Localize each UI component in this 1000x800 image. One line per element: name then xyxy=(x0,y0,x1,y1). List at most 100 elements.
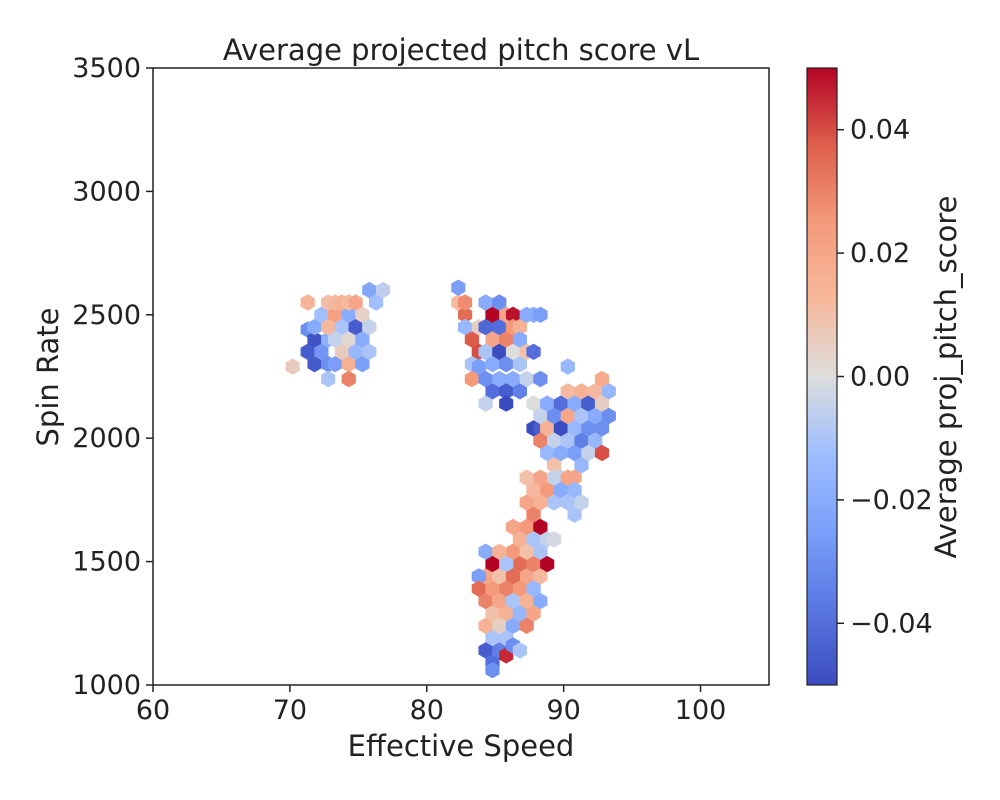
hexbin-cell xyxy=(594,370,610,388)
y-tick-label: 3000 xyxy=(72,176,141,207)
hexbin-cell xyxy=(560,432,575,449)
y-tick-label: 1500 xyxy=(72,547,141,578)
x-tick-label: 100 xyxy=(675,695,727,726)
hexbin-cell xyxy=(519,518,534,536)
hexbin-cell xyxy=(553,444,568,462)
hexbin-cell xyxy=(594,420,610,437)
hexbin-cell xyxy=(512,531,527,548)
hexbin-cell xyxy=(553,481,568,499)
hexbin-cell xyxy=(499,555,514,573)
colorbar-tick-label: 0.02 xyxy=(850,238,910,269)
hexbin-cell xyxy=(369,294,384,311)
hexbin-cell xyxy=(533,592,548,610)
hexbin-cell xyxy=(334,318,349,336)
colorbar xyxy=(806,67,838,686)
hexbin-cell xyxy=(478,370,493,388)
y-tick-label: 2000 xyxy=(72,423,141,454)
hexbin-cell xyxy=(560,407,575,425)
hexbin-cell xyxy=(567,481,582,499)
hexbin-cell xyxy=(471,580,486,597)
hexbin-cell xyxy=(478,617,493,634)
y-tick-label: 2500 xyxy=(72,300,141,331)
hexbin-cell xyxy=(588,407,603,425)
hexbin-cell xyxy=(505,568,521,585)
hexbin-cell xyxy=(485,580,500,597)
hexbin-cell xyxy=(314,343,329,360)
hexbin-cell xyxy=(567,506,582,523)
hexbin-cell xyxy=(547,407,562,425)
hexbin-cell xyxy=(492,543,507,560)
hexbin-cell xyxy=(512,580,527,597)
hexbin-cell xyxy=(526,481,541,499)
y-tick-label: 1000 xyxy=(72,670,141,701)
hexbin-cell xyxy=(547,432,562,449)
x-tick-label: 90 xyxy=(546,695,580,726)
colorbar-tick-label: −0.04 xyxy=(850,608,933,639)
hexbin-cell xyxy=(547,457,562,474)
hexbin-cell xyxy=(519,494,534,511)
hexbin-cell xyxy=(492,294,507,311)
hexbin-cell xyxy=(540,444,555,462)
hexbin-cell xyxy=(547,469,562,486)
hexbin-cell xyxy=(355,331,370,348)
hexbin-cell xyxy=(526,343,541,360)
hexbin-cell xyxy=(505,370,521,388)
hexbin-cell xyxy=(464,331,480,348)
hexbin-cell xyxy=(492,592,507,610)
hexbin-cell xyxy=(567,420,582,437)
hexbin-cell xyxy=(341,356,356,373)
hexbin-cell xyxy=(512,383,527,400)
hexbin-cell xyxy=(505,343,521,360)
hexbin-cell xyxy=(300,343,315,360)
plot-area-frame xyxy=(152,67,770,686)
hexbin-cell xyxy=(355,306,370,323)
hexbin-cell xyxy=(526,580,541,597)
hexbin-cell xyxy=(485,331,500,348)
hexbin-cell xyxy=(533,494,548,511)
hexbin-cell xyxy=(567,395,582,412)
hexbin-cell xyxy=(594,395,610,412)
hexbin-cell xyxy=(485,383,500,400)
hexbin-cell xyxy=(362,281,377,299)
hexbin-cell xyxy=(519,543,534,560)
hexbin-cell xyxy=(328,306,343,323)
hexbin-cell xyxy=(547,531,562,548)
hexbin-cell xyxy=(581,444,596,462)
hexbin-cell xyxy=(478,543,493,560)
hexbin-cell xyxy=(533,306,548,323)
x-tick-label: 70 xyxy=(273,695,307,726)
hexbin-cell xyxy=(540,555,555,573)
hexbin-cell xyxy=(601,407,616,425)
hexbin-cell xyxy=(499,580,514,597)
colorbar-tick-label: −0.02 xyxy=(850,485,933,516)
hexbin-cell xyxy=(505,617,521,634)
hexbin-cell xyxy=(574,457,589,474)
hexbin-cell xyxy=(519,370,534,388)
hexbin-cell xyxy=(553,420,568,437)
hexbin-cell xyxy=(560,383,575,400)
hexbin-cell xyxy=(464,370,480,388)
hexbin-cell xyxy=(451,279,466,296)
hexbin-cell xyxy=(348,294,363,311)
hexbin-cell xyxy=(594,444,610,462)
hexbin-cell xyxy=(499,605,514,622)
hexbin-cell xyxy=(341,306,356,323)
hexbin-cell xyxy=(505,592,521,610)
hexbin-cell xyxy=(574,407,589,425)
hexbin-cell xyxy=(588,383,603,400)
hexbin-cell xyxy=(540,420,555,437)
hexbin-cell xyxy=(485,605,500,622)
hexbin-cell xyxy=(526,555,541,573)
y-axis: 1000 1500 2000 2500 3000 3500 xyxy=(72,53,153,701)
hexbin-cell xyxy=(601,383,616,400)
hexbin-cell xyxy=(512,331,527,348)
colorbar-label: Average proj_pitch_score xyxy=(929,196,963,559)
hexbin-cell xyxy=(574,383,589,400)
hexbin-cell xyxy=(341,331,356,348)
hexbin-cell xyxy=(519,469,534,486)
hexbin-cell xyxy=(485,306,500,323)
hexbin-cell xyxy=(478,343,493,360)
hexbin-cell xyxy=(533,518,548,536)
hexbin-cell xyxy=(471,358,486,375)
